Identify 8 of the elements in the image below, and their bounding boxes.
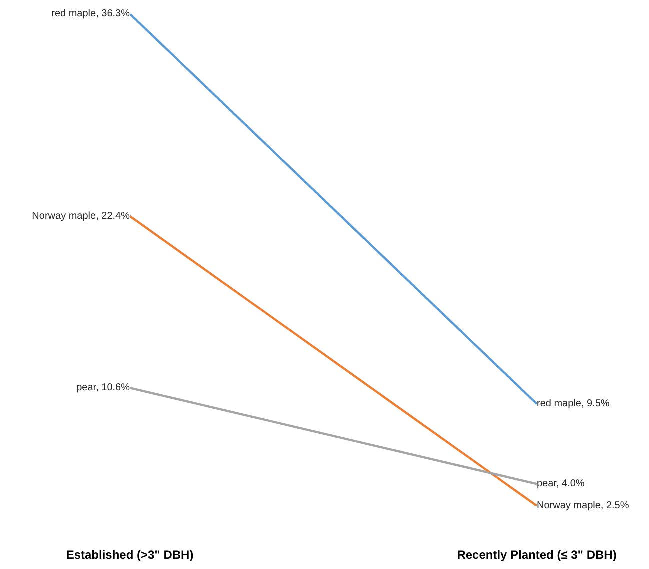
data-label: red maple, 9.5% bbox=[537, 398, 610, 410]
data-label: red maple, 36.3% bbox=[52, 8, 130, 20]
x-tick-label: Recently Planted (≤ 3" DBH) bbox=[457, 548, 617, 562]
data-label: Norway maple, 2.5% bbox=[537, 500, 630, 512]
data-label: pear, 4.0% bbox=[537, 478, 585, 490]
x-tick-label: Established (>3" DBH) bbox=[66, 548, 194, 562]
data-label: Norway maple, 22.4% bbox=[32, 210, 130, 222]
data-label: pear, 10.6% bbox=[76, 382, 130, 394]
